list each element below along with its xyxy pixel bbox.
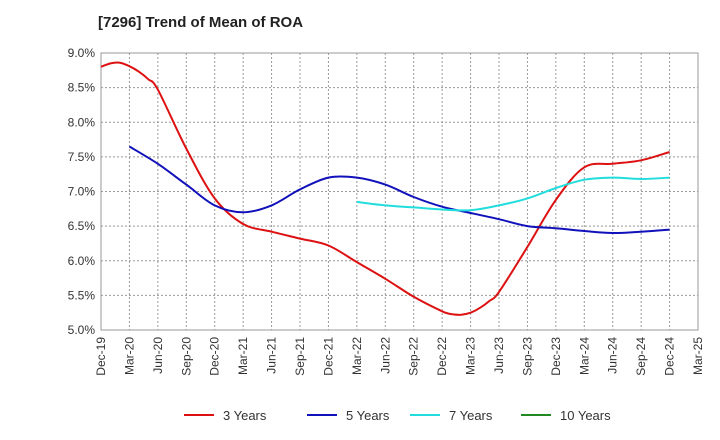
x-tick-label: Jun-20 (151, 337, 165, 374)
y-tick-label: 6.0% (68, 254, 96, 268)
x-tick-label: Dec-20 (208, 337, 222, 376)
x-tick-label: Dec-23 (549, 337, 563, 376)
legend-item-7-years: 7 Years (410, 408, 493, 423)
y-axis-ticks: 5.0% 5.5% 6.0% 6.5% 7.0% 7.5% 8.0% 8.5% 9.0% (68, 46, 96, 337)
x-tick-label: Mar-23 (464, 337, 478, 375)
series-line-3-years (100, 61, 670, 316)
legend-item-3-years: 3 Years (184, 408, 267, 423)
x-tick-label: Jun-23 (492, 337, 506, 374)
legend-label: 10 Years (560, 408, 611, 423)
legend-item-10-years: 10 Years (521, 408, 611, 423)
x-tick-label: Dec-19 (94, 337, 108, 376)
legend-label: 7 Years (449, 408, 493, 423)
legend: 3 Years 5 Years 7 Years 10 Years (184, 408, 611, 423)
x-tick-label: Mar-20 (122, 337, 136, 375)
x-tick-label: Dec-24 (663, 337, 677, 376)
legend-item-5-years: 5 Years (307, 408, 390, 423)
x-tick-label: Sep-22 (407, 337, 421, 376)
y-tick-label: 6.5% (68, 219, 96, 233)
y-tick-label: 9.0% (68, 46, 96, 60)
y-tick-label: 5.5% (68, 288, 96, 302)
x-tick-label: Jun-24 (606, 337, 620, 374)
y-tick-label: 8.5% (68, 81, 96, 95)
x-tick-label: Dec-21 (321, 337, 335, 376)
x-tick-label: Dec-22 (435, 337, 449, 376)
legend-label: 3 Years (223, 408, 267, 423)
series-line-5-years (128, 145, 670, 235)
x-axis-ticks: Dec-19 Mar-20 Jun-20 Sep-20 Dec-20 Mar-21 Jun-… (94, 337, 705, 376)
grid-lines (100, 52, 699, 331)
y-tick-label: 7.5% (68, 150, 96, 164)
y-tick-label: 8.0% (68, 115, 96, 129)
chart-title: [7296] Trend of Mean of ROA (98, 14, 304, 31)
x-tick-label: Sep-20 (179, 337, 193, 376)
x-tick-label: Mar-22 (350, 337, 364, 375)
x-tick-label: Mar-25 (691, 337, 705, 375)
x-tick-label: Sep-21 (293, 337, 307, 376)
x-tick-label: Sep-24 (634, 337, 648, 376)
series-lines (100, 61, 670, 316)
x-tick-label: Jun-22 (378, 337, 392, 374)
y-tick-label: 7.0% (68, 185, 96, 199)
y-tick-label: 5.0% (68, 323, 96, 337)
series-line-7-years (356, 176, 670, 212)
x-tick-label: Mar-21 (236, 337, 250, 375)
legend-label: 5 Years (346, 408, 390, 423)
x-tick-label: Mar-24 (577, 337, 591, 375)
x-tick-label: Jun-21 (265, 337, 279, 374)
x-tick-label: Sep-23 (520, 337, 534, 376)
